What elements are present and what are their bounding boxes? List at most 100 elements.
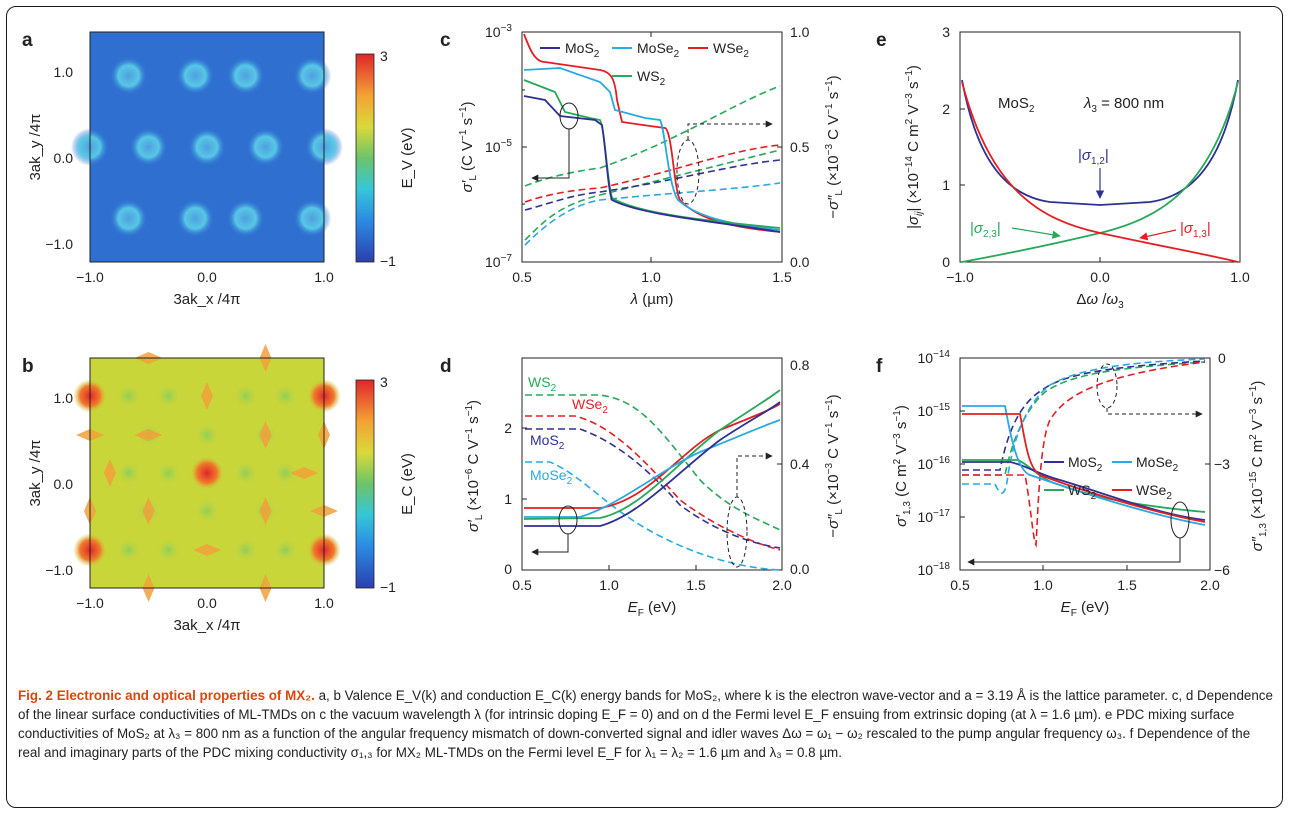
heatmap-a-valley (129, 128, 168, 166)
d-xtick-2: 1.5 (686, 577, 706, 593)
c-xlabel: λ (µm) (630, 291, 674, 308)
cbar-b-label: E_C (eV) (399, 453, 416, 515)
f-ytick-l-3: 10−17 (917, 508, 950, 525)
c-MoSe2-real (523, 67, 781, 231)
panel-e: e MoS2 λ3 = 800 nm |σ1,2| |σ2,3| |σ1,3| … (876, 24, 1250, 311)
cbar-a-label: E_V (eV) (399, 128, 416, 189)
d-label-WSe2: WSe2 (572, 396, 608, 416)
a-ytick-2: −1.0 (45, 236, 73, 252)
panel-label-d: d (440, 356, 452, 377)
e-sigma23 (961, 81, 1239, 263)
c-ellipse-right (676, 139, 700, 205)
c-MoS2-real (523, 95, 781, 233)
e-xtick-0: −1.0 (946, 269, 974, 285)
heatmap-b-minimum (232, 460, 259, 486)
heatmap-b-saddle (201, 381, 213, 410)
e-label-sigma23: |σ2,3| (970, 220, 1001, 240)
c-legend-WS2: WS2 (637, 68, 666, 88)
f-ytick-r-0: 0 (1218, 350, 1226, 366)
figure-panels: a 3 −1 E_V (eV) 1.0 0.0 −1.0 −1.0 0.0 1.… (22, 23, 1269, 634)
e-ylabel: |σij| (×10−14 C m2 V−3 s−1) (904, 65, 925, 229)
heatmap-b-maximum (190, 456, 224, 490)
d-label-WS2: WS2 (528, 374, 557, 394)
e-xtick-2: 1.0 (1230, 269, 1250, 285)
panel-a: a 3 −1 E_V (eV) 1.0 0.0 −1.0 −1.0 0.0 1.… (22, 30, 416, 308)
b-ytick-0: 1.0 (54, 390, 74, 406)
e-xlabel: Δω /ω3 (1076, 291, 1124, 311)
a-xtick-1: 0.0 (197, 269, 217, 285)
e-ytick-0: 3 (942, 24, 950, 40)
f-ytick-l-4: 10−18 (917, 561, 950, 578)
d-ytick-r-0: 0.8 (790, 357, 810, 373)
panel-label-f: f (876, 356, 883, 377)
f-ylabel-left: σ′1,3 (C m2 V−3 s−1) (892, 405, 913, 527)
e-xtick-1: 0.0 (1090, 269, 1110, 285)
heatmap-b-minimum (272, 460, 299, 486)
f-legend-MoSe2: MoSe2 (1136, 454, 1179, 474)
heatmap-b-saddle (259, 421, 272, 450)
f-WSe2-imag (962, 361, 1206, 548)
f-curves (962, 358, 1206, 548)
e-label-sigma13: |σ1,3| (1180, 220, 1211, 240)
heatmap-b-minimum (115, 382, 142, 409)
c-ytick-l-2: 10−7 (485, 253, 512, 270)
c-xtick-0: 0.5 (512, 269, 532, 285)
b-ylabel: 3ak_y /4π (27, 439, 44, 506)
heatmap-b-minimum (155, 460, 182, 486)
d-ellipse-left (558, 505, 578, 535)
heatmap-a-valley (246, 128, 285, 166)
f-ylabel-right: σ″1,3 (×10−15 C m2 V−3 s−1) (1248, 381, 1269, 552)
d-MoS2-imag (525, 428, 781, 549)
f-ytick-l-1: 10−15 (917, 402, 950, 419)
heatmap-b-minimum (115, 537, 142, 564)
c-xtick-2: 1.5 (772, 269, 792, 285)
c-legend-WSe2: WSe2 (713, 40, 749, 60)
f-xtick-2: 1.5 (1117, 577, 1137, 593)
heatmap-b-saddle (134, 429, 163, 442)
c-ylabel-right: −σ″L (×10−3 C V−1 s−1) (824, 75, 845, 218)
d-ylabel-right: −σ″L (×10−3 C V−1 s−1) (824, 394, 845, 537)
heatmap-b-minimum (194, 497, 220, 524)
a-xtick-0: −1.0 (76, 269, 104, 285)
f-ytick-l-2: 10−16 (917, 455, 950, 472)
panel-c: c MoS2 MoSe2 WSe2 WS2 10−3 10−5 10− (440, 23, 845, 308)
heatmap-a-valley (293, 199, 332, 238)
b-xlabel: 3ak_x /4π (173, 617, 240, 634)
heatmap-a-valley (293, 56, 332, 95)
c-WS2-real (523, 79, 781, 229)
f-MoS2-imag (962, 360, 1206, 471)
panel-label-b: b (22, 356, 34, 377)
heatmap-b-saddle (103, 459, 116, 487)
d-curves (523, 389, 781, 571)
f-MoSe2-real (962, 405, 1206, 526)
e-wavelength: λ3 = 800 nm (1083, 95, 1164, 115)
e-axes (959, 31, 1241, 263)
f-xtick-3: 2.0 (1200, 577, 1220, 593)
caption-title: Fig. 2 Electronic and optical properties… (18, 688, 315, 703)
panel-b: b 3 −1 E_C (eV) 1.0 0.0 −1.0 −1.0 0.0 1.… (22, 344, 416, 634)
d-ytick-l-1: 1 (504, 491, 512, 507)
heatmap-b-minimum (232, 537, 259, 564)
heatmap-b-minimum (155, 382, 182, 409)
e-sigma12 (961, 79, 1239, 206)
a-ytick-0: 1.0 (54, 64, 74, 80)
a-ytick-1: 0.0 (54, 150, 74, 166)
heatmap-b-saddle (142, 496, 155, 525)
f-WS2-imag (962, 361, 1206, 476)
c-MoSe2-imag (524, 182, 781, 246)
heatmap-b-saddle (259, 496, 272, 525)
c-WS2-imag (524, 85, 781, 187)
d-label-MoS2: MoS2 (530, 432, 565, 452)
d-ytick-l-0: 2 (504, 420, 512, 436)
f-xtick-0: 0.5 (950, 577, 970, 593)
e-sigma13 (961, 81, 1239, 263)
d-xlabel: EF (eV) (628, 599, 677, 619)
c-legend-MoSe2: MoSe2 (637, 40, 680, 60)
b-ytick-2: −1.0 (45, 562, 73, 578)
heatmap-b-saddle (290, 467, 319, 479)
c-ytick-r-2: 0.0 (790, 254, 810, 270)
d-ytick-r-1: 0.4 (790, 456, 810, 472)
cbar-a-min: −1 (380, 253, 396, 269)
cbar-b-min: −1 (380, 579, 396, 595)
heatmap-a-valley (109, 199, 148, 238)
